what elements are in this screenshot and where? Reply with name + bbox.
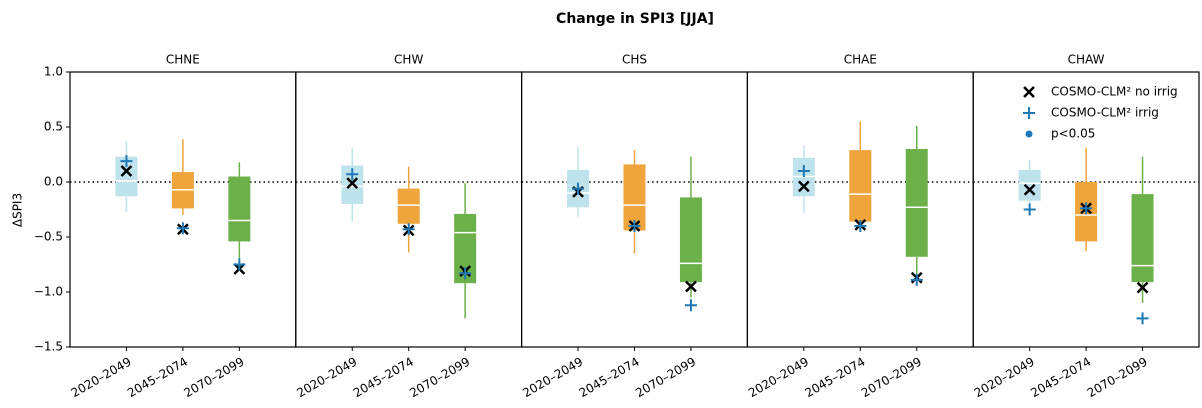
- legend-label: p<0.05: [1051, 127, 1095, 141]
- panel-title: CHAE: [844, 53, 877, 67]
- y-tick-label: 1.0: [44, 65, 63, 79]
- marker-irrig: [402, 223, 415, 236]
- legend-marker: [1023, 107, 1035, 119]
- marker-irrig: [176, 222, 189, 235]
- marker-irrig: [120, 155, 133, 168]
- y-tick-label: −1.5: [34, 340, 63, 354]
- marker-no-irrig: [797, 180, 810, 193]
- x-tick-label: 2045–2074: [351, 355, 416, 401]
- legend-label: COSMO-CLM² no irrig: [1051, 85, 1178, 99]
- box: [1018, 169, 1041, 201]
- box: [397, 188, 420, 224]
- marker-no-irrig: [120, 165, 133, 177]
- box: [849, 150, 872, 222]
- marker-irrig: [910, 273, 923, 286]
- marker-irrig: [1080, 202, 1093, 215]
- x-tick-label: 2070–2099: [1085, 355, 1150, 401]
- marker-irrig: [797, 165, 810, 177]
- x-tick-label: 2045–2074: [125, 355, 190, 401]
- y-tick-label: 0.0: [44, 175, 63, 189]
- y-axis-label: ΔSPI3: [11, 193, 25, 227]
- x-tick-label: 2045–2074: [1028, 355, 1093, 401]
- marker-irrig: [459, 267, 472, 280]
- box: [228, 176, 251, 242]
- chart-title: Change in SPI3 [JJA]: [556, 11, 714, 27]
- marker-irrig: [572, 182, 585, 195]
- box: [905, 149, 928, 257]
- x-tick-label: 2020–2049: [520, 355, 585, 401]
- x-tick-label: 2020–2049: [294, 355, 359, 401]
- marker-no-irrig: [1136, 281, 1149, 294]
- marker-irrig: [684, 299, 697, 312]
- legend-label: COSMO-CLM² irrig: [1051, 106, 1159, 120]
- y-tick-label: 0.5: [44, 120, 63, 134]
- marker-irrig: [233, 258, 246, 271]
- marker-irrig: [854, 220, 867, 232]
- marker-irrig: [1023, 203, 1036, 216]
- box: [454, 213, 477, 284]
- panel-title: CHW: [394, 53, 423, 67]
- y-tick-label: −0.5: [34, 230, 63, 244]
- panel-title: CHAW: [1068, 53, 1105, 67]
- box: [623, 164, 646, 231]
- panel-title: CHS: [622, 53, 647, 67]
- marker-irrig: [1136, 312, 1149, 325]
- panel-frame: [972, 71, 1200, 348]
- marker-no-irrig: [1023, 183, 1036, 196]
- legend-marker: [1023, 86, 1035, 98]
- legend-marker: [1025, 130, 1033, 138]
- marker-no-irrig: [346, 177, 359, 189]
- x-tick-label: 2070–2099: [182, 355, 247, 401]
- marker-irrig: [346, 168, 359, 181]
- marker-irrig: [628, 220, 641, 232]
- x-tick-label: 2020–2049: [972, 355, 1037, 401]
- x-tick-label: 2020–2049: [746, 355, 811, 401]
- box: [1131, 194, 1154, 283]
- x-tick-label: 2020–2049: [69, 355, 134, 401]
- y-tick-label: −1.0: [34, 285, 63, 299]
- x-tick-label: 2045–2074: [802, 355, 867, 401]
- marker-no-irrig: [685, 280, 697, 293]
- box: [679, 197, 702, 283]
- panel-title: CHNE: [166, 53, 200, 67]
- x-tick-label: 2070–2099: [859, 355, 924, 401]
- x-tick-label: 2045–2074: [577, 355, 642, 401]
- x-tick-label: 2070–2099: [407, 355, 472, 401]
- x-tick-label: 2070–2099: [633, 355, 698, 401]
